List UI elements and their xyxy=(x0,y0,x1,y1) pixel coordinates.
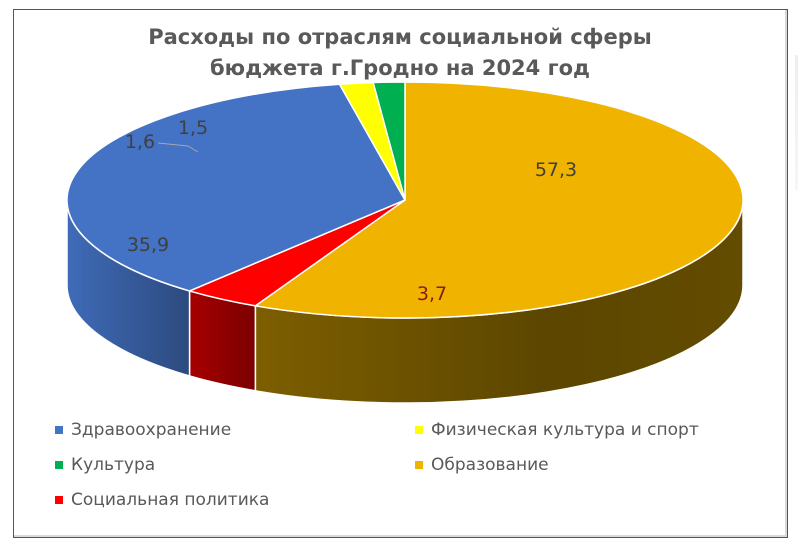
data-label-education: 57,3 xyxy=(535,159,577,181)
pie-slice-education[interactable] xyxy=(253,81,744,319)
legend-item-culture[interactable]: Культура xyxy=(55,455,155,475)
chart-title-line-1: Расходы по отраслям социальной сферы xyxy=(148,25,652,49)
data-label-healthcare: 35,9 xyxy=(127,234,169,256)
legend-item-education[interactable]: Образование xyxy=(415,455,549,475)
legend-swatch-icon xyxy=(415,426,423,434)
data-label-sport: 1,6 xyxy=(125,131,155,153)
chart-title-line-2: бюджета г.Гродно на 2024 год xyxy=(210,56,590,80)
legend-label: Культура xyxy=(71,455,156,475)
pie-top xyxy=(66,81,744,319)
legend-swatch-icon xyxy=(55,461,63,469)
legend-item-social-policy[interactable]: Социальная политика xyxy=(55,490,269,510)
legend-item-sport[interactable]: Физическая культура и спорт xyxy=(415,420,699,440)
legend-label: Здравоохранение xyxy=(71,420,232,440)
pie-slice-healthcare[interactable] xyxy=(66,83,407,292)
pie-sides xyxy=(66,199,744,404)
pie-slice-culture[interactable] xyxy=(372,81,406,201)
chart-title: Расходы по отраслям социальной сферы бюд… xyxy=(0,22,800,84)
leader-line xyxy=(157,142,199,153)
data-label-social-policy: 3,7 xyxy=(417,283,447,305)
legend-item-healthcare[interactable]: Здравоохранение xyxy=(55,420,231,440)
legend-swatch-icon xyxy=(415,461,423,469)
legend-label: Образование xyxy=(431,455,549,475)
legend-swatch-icon xyxy=(55,496,63,504)
pie-labels: 35,9 1,6 1,5 57,3 3,7 xyxy=(125,117,577,305)
background-edge xyxy=(795,55,798,190)
legend-label: Физическая культура и спорт xyxy=(431,420,699,440)
legend-swatch-icon xyxy=(55,426,63,434)
data-label-culture: 1,5 xyxy=(178,117,208,139)
legend-label: Социальная политика xyxy=(71,490,270,510)
pie-side-social-policy[interactable] xyxy=(188,289,257,392)
